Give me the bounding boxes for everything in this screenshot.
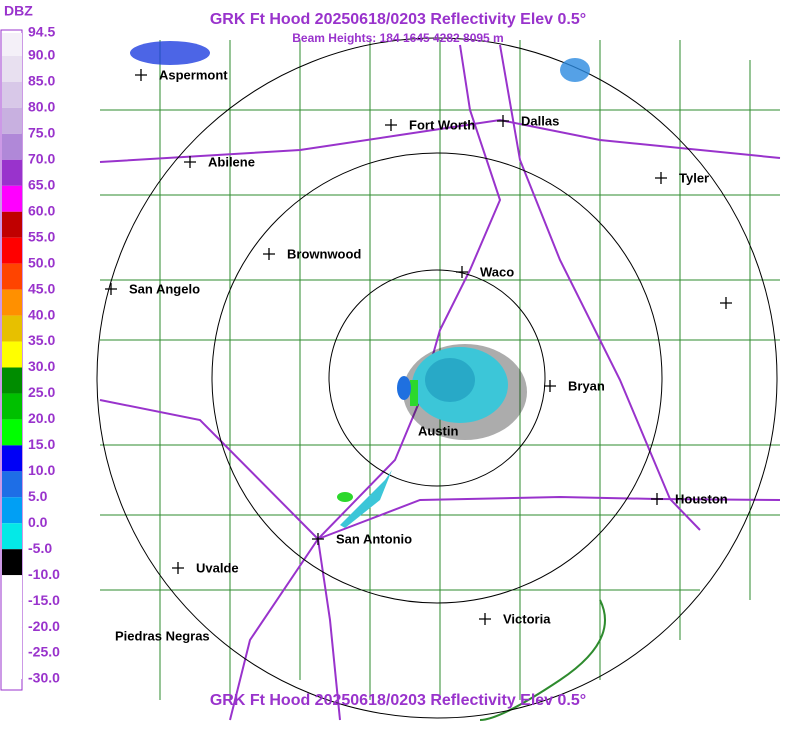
- scale-band: [2, 107, 22, 134]
- city-label: Bryan: [568, 378, 605, 393]
- scale-label: 15.0: [28, 436, 55, 452]
- range-rings: [96, 37, 778, 719]
- scale-band: [2, 497, 22, 524]
- scale-label: -15.0: [28, 592, 60, 608]
- scale-label: 10.0: [28, 462, 55, 478]
- scale-label: 35.0: [28, 332, 55, 348]
- city-label: Austin: [418, 423, 459, 438]
- city-marker: [385, 119, 397, 131]
- city-label: Dallas: [521, 113, 559, 128]
- title: GRK Ft Hood 20250618/0203 Reflectivity E…: [210, 11, 586, 28]
- scale-band: [2, 367, 22, 394]
- color-scale: 94.5 90.0 85.0 80.0 75.0 70.0 65.0 60.0 55.0 50.0…: [2, 24, 60, 686]
- scale-band: [2, 445, 22, 472]
- city-label: Abilene: [208, 154, 255, 169]
- city-label: Piedras Negras: [115, 628, 210, 643]
- city-marker: [135, 69, 147, 81]
- scale-label: -25.0: [28, 644, 60, 660]
- city-label: Victoria: [503, 611, 551, 626]
- scale-band: [2, 56, 22, 82]
- city-marker: [479, 613, 491, 625]
- subtitle: Beam Heights: 184 1645 4282 8095 m: [292, 31, 503, 45]
- scale-band: [2, 419, 22, 446]
- city-label: Fort Worth: [409, 117, 475, 132]
- scale-label: -30.0: [28, 670, 60, 686]
- scale-label: 55.0: [28, 228, 55, 244]
- scale-band: [2, 315, 22, 342]
- scale-label: 60.0: [28, 202, 55, 218]
- scale-label: 40.0: [28, 306, 55, 322]
- cities: Aspermont Fort Worth Dallas Abilene Tyler Bro…: [105, 67, 732, 643]
- scale-label: 85.0: [28, 73, 55, 89]
- city-label: Tyler: [679, 170, 709, 185]
- city-marker: [172, 562, 184, 574]
- scale-label: 50.0: [28, 254, 55, 270]
- scale-band: [2, 471, 22, 498]
- city-label: Aspermont: [159, 67, 228, 82]
- scale-label: 94.5: [28, 24, 55, 40]
- scale-band: [2, 627, 22, 654]
- scale-label: -5.0: [28, 540, 52, 556]
- reflectivity-echoes: [130, 41, 590, 528]
- city-label: San Angelo: [129, 281, 200, 296]
- scale-band: [2, 237, 22, 264]
- city-marker: [312, 533, 324, 545]
- scale-label: 5.0: [28, 488, 48, 504]
- scale-band: [2, 575, 22, 602]
- county-lines: [100, 40, 780, 721]
- scale-band: [2, 185, 22, 212]
- city-label: Houston: [675, 491, 728, 506]
- scale-label: 30.0: [28, 358, 55, 374]
- scale-label: 75.0: [28, 125, 55, 141]
- city-marker: [655, 172, 667, 184]
- city-marker: [651, 493, 663, 505]
- city-label: Brownwood: [287, 246, 361, 261]
- city-marker: [456, 266, 468, 278]
- city-marker: [184, 156, 196, 168]
- scale-band: [2, 81, 22, 108]
- scale-label: 20.0: [28, 410, 55, 426]
- scale-label: 25.0: [28, 384, 55, 400]
- scale-label: 45.0: [28, 280, 55, 296]
- scale-band: [2, 159, 22, 186]
- scale-band: [2, 133, 22, 160]
- city-marker: [263, 248, 275, 260]
- scale-band: [2, 653, 22, 679]
- scale-band: [2, 601, 22, 628]
- footer-title: GRK Ft Hood 20250618/0203 Reflectivity E…: [210, 692, 586, 709]
- scale-band: [2, 549, 22, 576]
- legend-title: DBZ: [4, 3, 33, 19]
- scale-label: 70.0: [28, 151, 55, 167]
- scale-band: [2, 289, 22, 316]
- scale-band: [2, 393, 22, 420]
- scale-band: [2, 263, 22, 290]
- city-marker: [497, 115, 509, 127]
- scale-label: 65.0: [28, 176, 55, 192]
- scale-band: [2, 523, 22, 550]
- city-label: San Antonio: [336, 531, 412, 546]
- scale-label: -20.0: [28, 618, 60, 634]
- scale-band: [2, 33, 22, 56]
- scale-band: [2, 211, 22, 238]
- city-label: Uvalde: [196, 560, 239, 575]
- scale-band: [2, 341, 22, 368]
- city-label: Waco: [480, 264, 514, 279]
- scale-label: 80.0: [28, 99, 55, 115]
- city-marker: [720, 297, 732, 309]
- city-marker: [544, 380, 556, 392]
- city-marker: [105, 283, 117, 295]
- scale-label: 0.0: [28, 514, 48, 530]
- scale-label: -10.0: [28, 566, 60, 582]
- scale-label: 90.0: [28, 47, 55, 63]
